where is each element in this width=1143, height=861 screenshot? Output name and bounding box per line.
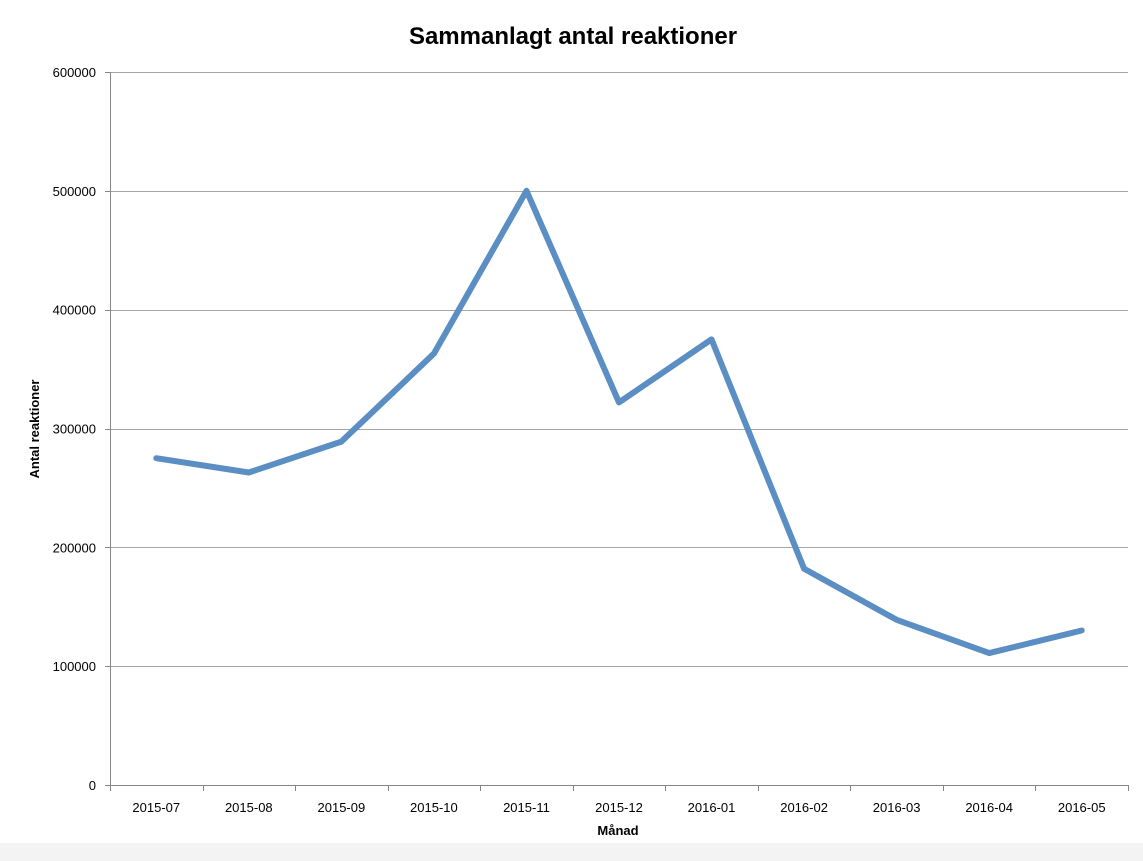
x-tick-label: 2016-05: [1058, 800, 1106, 815]
x-tick-label: 2015-12: [595, 800, 643, 815]
x-tick-label: 2016-03: [873, 800, 921, 815]
y-tick-label: 600000: [53, 65, 96, 80]
series-layer: [153, 187, 1085, 657]
x-tick-label: 2016-01: [688, 800, 736, 815]
y-tick-label: 300000: [53, 422, 96, 437]
x-tick-label: 2015-10: [410, 800, 458, 815]
x-axis-title: Månad: [597, 823, 638, 838]
gridlines: [110, 72, 1128, 667]
chart-title: Sammanlagt antal reaktioner: [409, 23, 737, 50]
window-bottom-strip: [0, 843, 1143, 861]
x-tick-labels: 2015-07 2015-08 2015-09 2015-10 2015-11 2015-…: [132, 800, 1105, 815]
x-tick-label: 2015-11: [503, 800, 550, 815]
y-axis-title: Antal reaktioner: [27, 380, 42, 479]
x-tick-label: 2016-04: [965, 800, 1013, 815]
y-tick-label: 100000: [53, 659, 96, 674]
y-tick-label: 500000: [53, 184, 96, 199]
x-tick-label: 2015-08: [225, 800, 273, 815]
x-tick-label: 2016-02: [780, 800, 828, 815]
y-tick-label: 200000: [53, 540, 96, 555]
axes: [105, 72, 1129, 791]
x-tick-label: 2015-07: [132, 800, 180, 815]
y-tick-label: 0: [89, 778, 96, 793]
y-tick-label: 400000: [53, 303, 96, 318]
series-line: [153, 187, 1085, 657]
x-tick-label: 2015-09: [318, 800, 366, 815]
y-tick-labels: 0 100000 200000 300000 400000 500000 600000: [53, 65, 96, 793]
